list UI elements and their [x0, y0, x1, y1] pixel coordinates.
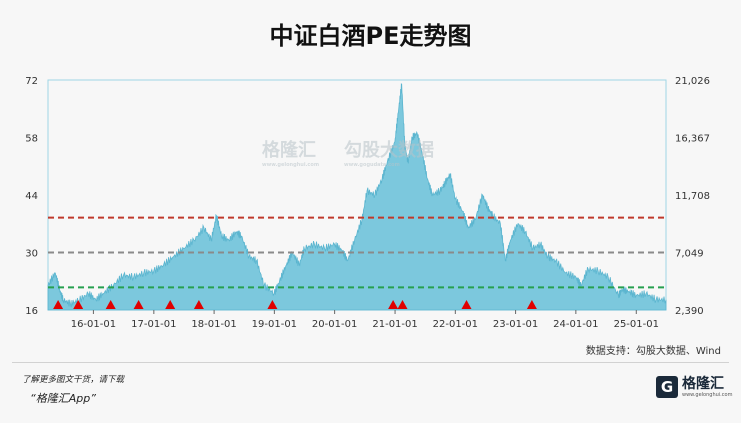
watermark-url-2: www.gogudata.com: [344, 162, 400, 168]
marker-triangle-icon: [388, 300, 399, 309]
logo-mark-icon: G: [656, 376, 678, 398]
marker-triangle-icon: [133, 300, 144, 309]
x-tick-label: 25-01-01: [614, 319, 659, 330]
pe-area-series: [47, 83, 667, 311]
marker-triangle-icon: [193, 300, 204, 309]
marker-triangle-icon: [397, 300, 408, 309]
marker-triangle-icon: [165, 300, 176, 309]
marker-triangle-icon: [53, 300, 64, 309]
plot-area: 格隆汇 勾股大数据 www.gelonghui.com www.gogudata.co…: [25, 76, 710, 330]
x-tick-label: 17-01-01: [131, 319, 176, 330]
x-tick-label: 21-01-01: [372, 319, 417, 330]
gelonghui-logo: G 格隆汇 www.gelonghui.com: [656, 376, 732, 398]
y-right-tick-label: 11,708: [675, 191, 710, 202]
y-right-tick-label: 2,390: [675, 306, 704, 317]
y-left-tick-label: 30: [25, 249, 38, 260]
y-right-tick-label: 7,049: [675, 249, 704, 260]
x-tick-label: 24-01-01: [553, 319, 598, 330]
marker-triangle-icon: [105, 300, 116, 309]
y-right-tick-label: 16,367: [675, 134, 710, 145]
marker-triangle-icon: [526, 300, 537, 309]
chart-title: 中证白酒PE走势图: [269, 22, 472, 50]
x-tick-label: 20-01-01: [312, 319, 357, 330]
x-tick-label: 19-01-01: [252, 319, 297, 330]
watermark-url-1: www.gelonghui.com: [262, 162, 319, 168]
x-tick-label: 16-01-01: [71, 319, 116, 330]
download-note: 了解更多图文干货，请下载: [22, 375, 125, 385]
logo-url: www.gelonghui.com: [682, 392, 733, 398]
logo-text: 格隆汇: [682, 376, 724, 392]
y-left-tick-label: 44: [25, 191, 38, 202]
y-left-tick-label: 16: [25, 306, 38, 317]
x-tick-label: 18-01-01: [191, 319, 236, 330]
marker-triangle-icon: [267, 300, 278, 309]
app-name: “格隆汇App”: [30, 392, 96, 405]
x-tick-label: 23-01-01: [493, 319, 538, 330]
data-source: 数据支持：勾股大数据、Wind: [585, 346, 721, 357]
y-left-tick-label: 58: [25, 134, 38, 145]
footer-divider: [12, 362, 729, 363]
y-right-tick-label: 21,026: [675, 76, 710, 87]
y-left-tick-label: 72: [25, 76, 38, 87]
marker-triangle-icon: [461, 300, 472, 309]
watermark-brand-2: 勾股大数据: [344, 139, 434, 161]
marker-triangle-icon: [73, 300, 84, 309]
watermark-brand-1: 格隆汇: [262, 139, 316, 161]
x-tick-label: 22-01-01: [433, 319, 478, 330]
